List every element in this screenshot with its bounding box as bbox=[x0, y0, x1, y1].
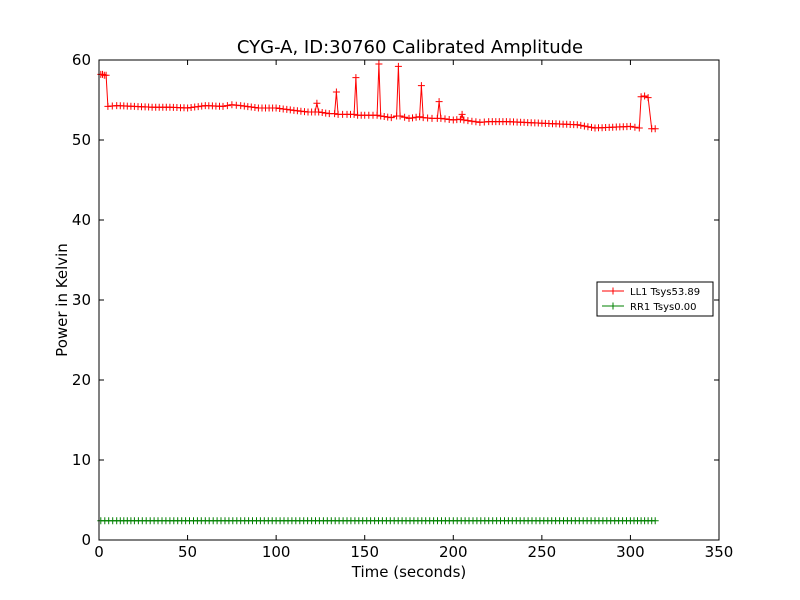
data-point bbox=[456, 115, 464, 123]
series-0 bbox=[97, 60, 659, 133]
x-tick-label: 0 bbox=[94, 543, 104, 561]
data-point bbox=[441, 115, 449, 123]
legend-label: RR1 Tsys0.00 bbox=[630, 302, 697, 313]
y-tick-label: 40 bbox=[72, 211, 91, 229]
legend-marker bbox=[609, 287, 617, 295]
series-1 bbox=[97, 517, 659, 525]
y-tick-label: 50 bbox=[72, 131, 91, 149]
data-point bbox=[460, 116, 468, 124]
data-point bbox=[577, 121, 585, 129]
data-point bbox=[373, 111, 381, 119]
data-point bbox=[472, 118, 480, 126]
axis-ticks: 0 50 100 150 200 250 300 350 0 10 20 30 40 50 60 bbox=[72, 51, 733, 561]
data-point bbox=[637, 93, 645, 101]
data-point bbox=[396, 112, 404, 120]
legend: LL1 Tsys53.89 RR1 Tsys0.00 bbox=[596, 281, 714, 317]
x-tick-label: 350 bbox=[705, 543, 734, 561]
data-point bbox=[417, 82, 425, 90]
data-point bbox=[641, 92, 649, 100]
data-point bbox=[350, 110, 358, 118]
data-point bbox=[219, 102, 227, 110]
data-point bbox=[332, 88, 340, 96]
data-point bbox=[651, 125, 659, 133]
data-point bbox=[631, 123, 639, 131]
data-point bbox=[331, 110, 339, 118]
data-point bbox=[468, 117, 476, 125]
data-point bbox=[318, 109, 326, 116]
legend-marker bbox=[609, 302, 617, 310]
data-point bbox=[223, 102, 231, 110]
data-point bbox=[644, 94, 652, 102]
x-tick-label: 200 bbox=[439, 543, 468, 561]
x-tick-label: 250 bbox=[528, 543, 557, 561]
data-point bbox=[409, 114, 416, 122]
data-point bbox=[458, 110, 466, 118]
data-point bbox=[313, 99, 321, 107]
data-point bbox=[394, 62, 402, 70]
data-point bbox=[416, 113, 424, 121]
data-point bbox=[584, 123, 592, 131]
data-point bbox=[380, 113, 388, 120]
data-point bbox=[352, 74, 360, 82]
y-axis-label: Power in Kelvin bbox=[53, 243, 71, 357]
data-point bbox=[435, 98, 443, 106]
data-point bbox=[375, 60, 383, 68]
x-tick-label: 150 bbox=[350, 543, 379, 561]
series-layer bbox=[97, 60, 659, 525]
y-tick-label: 10 bbox=[72, 451, 91, 469]
data-point bbox=[99, 70, 106, 78]
data-point bbox=[580, 122, 588, 130]
data-point bbox=[651, 517, 659, 525]
x-tick-label: 300 bbox=[616, 543, 645, 561]
data-point bbox=[401, 113, 409, 121]
plot-frame bbox=[98, 59, 720, 541]
y-tick-label: 0 bbox=[81, 531, 91, 549]
data-point bbox=[387, 114, 395, 122]
data-point bbox=[573, 121, 581, 129]
series-line bbox=[100, 63, 656, 130]
x-tick-label: 100 bbox=[262, 543, 291, 561]
chart-title: CYG-A, ID:30760 Calibrated Amplitude bbox=[237, 37, 583, 58]
data-point bbox=[102, 71, 110, 79]
data-point bbox=[635, 124, 643, 132]
data-point bbox=[464, 117, 472, 125]
data-point bbox=[626, 122, 634, 130]
x-tick-label: 50 bbox=[178, 543, 197, 561]
legend-label: LL1 Tsys53.89 bbox=[630, 287, 700, 298]
legend-box bbox=[596, 281, 714, 317]
data-point bbox=[588, 123, 595, 131]
x-axis-label: Time (seconds) bbox=[351, 563, 467, 581]
y-tick-label: 20 bbox=[72, 371, 91, 389]
y-tick-label: 30 bbox=[72, 291, 91, 309]
y-tick-label: 60 bbox=[72, 51, 91, 69]
